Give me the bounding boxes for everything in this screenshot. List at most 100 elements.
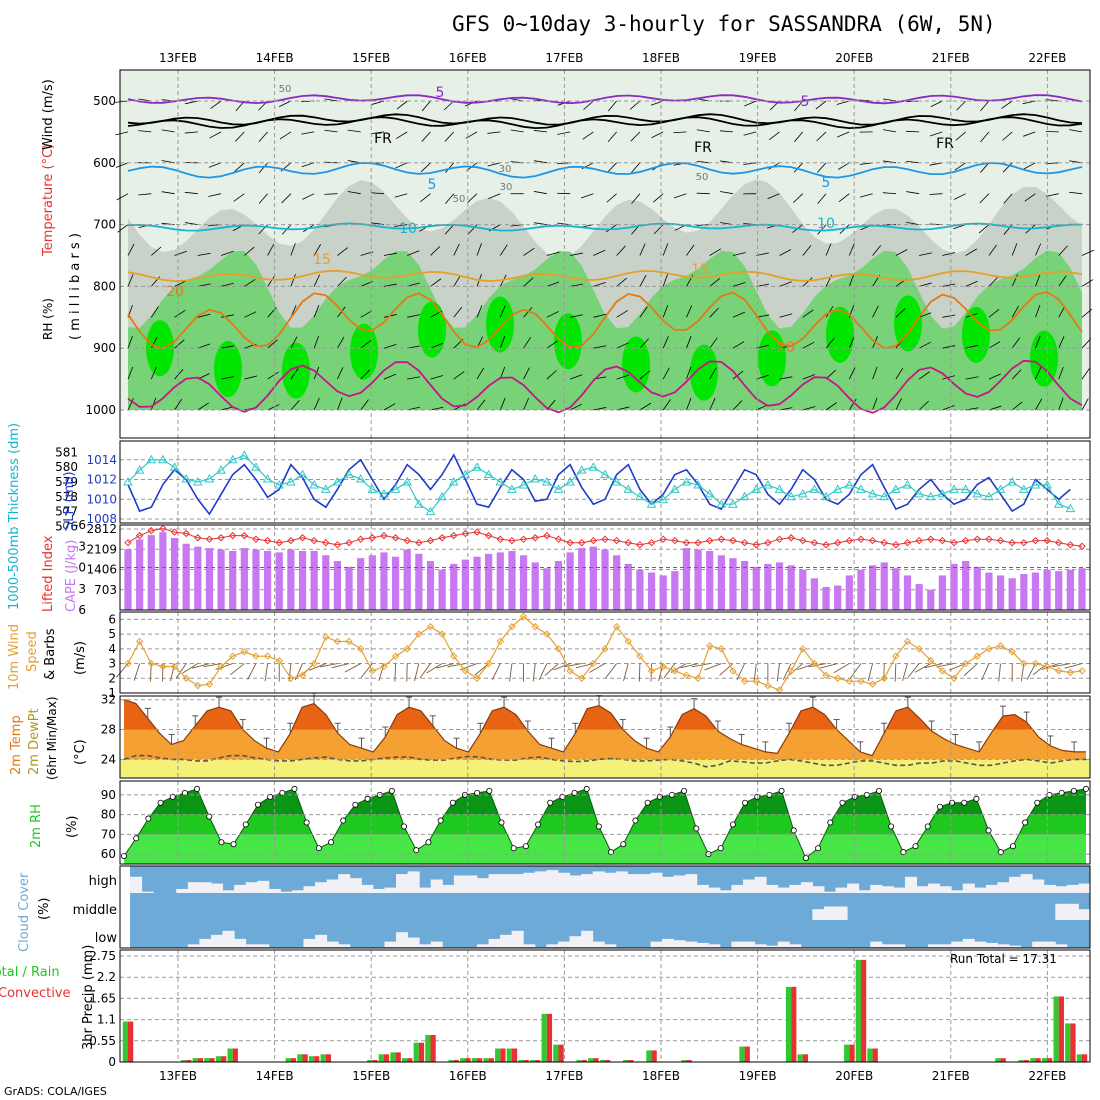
cape-bar (334, 561, 341, 610)
cloud-low-cell (315, 935, 327, 947)
date-label-top: 14FEB (256, 51, 294, 65)
cloud-low-cell (327, 942, 339, 947)
precip-convective-bar (652, 1050, 657, 1062)
rh-marker (925, 824, 930, 829)
cloud-low-cell (1055, 944, 1067, 947)
temp-ylabel-2: 2m DewPt (27, 708, 42, 775)
wind-ylabel-1: 10m Wind (7, 624, 22, 690)
date-label-bottom: 13FEB (159, 1069, 197, 1083)
wind-ylabel-3: & Barbs (43, 628, 58, 680)
footer: GrADS: COLA/IGES (4, 1085, 107, 1098)
cloud-high-cell (697, 885, 709, 893)
wind-barb (510, 664, 512, 682)
precip-panel: 2.752.21.651.10.550 (89, 949, 1090, 1069)
precip-total-bar (588, 1058, 593, 1062)
cloud-high-cell (604, 873, 616, 893)
cloud-middle-cell (824, 907, 836, 921)
cloud-high-cell (223, 890, 235, 893)
wind-ylabel: Wind (m/s) (41, 79, 56, 150)
contour-label: 15 (691, 262, 709, 278)
wind-barb (248, 664, 256, 680)
rh-marker (365, 796, 370, 801)
precip-total-bar (309, 1056, 314, 1062)
cloud-high-cell (257, 881, 269, 893)
cloud-high-cell (512, 874, 524, 893)
wind-speed-line (128, 616, 1082, 690)
lifted-index-marker (125, 540, 131, 546)
rh-marker (840, 800, 845, 805)
cloud-high-cell (870, 885, 882, 893)
cloud-low-cell (593, 942, 605, 947)
cloud-high-cell (893, 888, 905, 893)
precip-total-bar (414, 1043, 419, 1062)
precip-total-bar (646, 1050, 651, 1062)
cloud-high-cell (1067, 885, 1079, 893)
cloud-high-cell (280, 892, 292, 893)
lifted-index-tick: 3 (78, 582, 86, 596)
precip-total-bar (553, 1045, 558, 1062)
contour-label: FR (694, 140, 712, 156)
cloud-low-cell (199, 939, 211, 947)
cloud-high-cell (882, 886, 894, 893)
cape-bar (1055, 571, 1062, 610)
cape-bar (229, 551, 236, 610)
wind-barb (116, 664, 128, 678)
cape-bar (788, 565, 795, 610)
date-label-top: 15FEB (352, 51, 390, 65)
thickness-line (128, 455, 1070, 511)
wind-barb (999, 664, 1001, 682)
cloud-high-cell (639, 874, 651, 893)
pressure-tick: 1000 (85, 403, 116, 417)
cloud-level-label: low (95, 931, 118, 946)
lifted-index-cape-panel: -6-3036281221091406703 (74, 518, 1090, 617)
cloud-low-cell (662, 939, 674, 947)
precip-tick: 1.1 (97, 1013, 116, 1027)
contour-label: 5 (428, 177, 437, 193)
cloud-high-cell (708, 888, 720, 893)
cloud-low-cell (234, 939, 246, 947)
cloud-high-cell (350, 878, 362, 893)
cape-tick: 2812 (86, 522, 117, 536)
cloud-low-cell (558, 942, 570, 947)
rh-marker (633, 818, 638, 823)
cloud-high-cell (743, 880, 755, 894)
precip-total-bar (460, 1058, 465, 1062)
cloud-high-cell (234, 885, 246, 893)
rh-marker (694, 826, 699, 831)
wind-barb (545, 664, 558, 676)
precip-tick: 2.2 (97, 970, 116, 984)
rh-marker (158, 800, 163, 805)
cape-ylabel: CAPE (J/kg) (64, 540, 79, 612)
rh-marker (438, 818, 443, 823)
rh2-ylabel: 2m RH (29, 804, 44, 848)
cloud-low-cell (303, 939, 315, 947)
wind-barb (964, 664, 977, 676)
slp-thickness-panel: 1014101210101008581580579578577576 (55, 441, 1090, 533)
temp-ylabel-1: 2m Temp (9, 715, 24, 775)
cape-bar (439, 570, 446, 610)
cape-bar (450, 564, 457, 610)
cape-bar (927, 590, 934, 610)
cloud-level-label: middle (73, 903, 117, 918)
cape-bar (183, 544, 190, 610)
cloud-low-cell (708, 944, 720, 947)
rh2-ylabel-unit: (%) (65, 816, 80, 839)
cape-bar (380, 552, 387, 610)
wind-barb (361, 664, 372, 678)
wind-barb (606, 664, 617, 678)
cloud-high-cell (627, 874, 639, 893)
wind-tick: 2 (108, 671, 116, 685)
cloud-high-cell (905, 877, 917, 893)
cloud-low-cell (893, 944, 905, 947)
cloud-low-cell (882, 944, 894, 947)
cloud-low-cell (1009, 946, 1021, 947)
cape-tick: 1406 (86, 563, 117, 577)
cape-bar (648, 573, 655, 610)
cloud-high-cell (176, 889, 188, 893)
cape-bar (392, 557, 399, 610)
cape-tick: 703 (94, 583, 117, 597)
cloud-high-cell (789, 885, 801, 893)
cape-bar (1043, 570, 1050, 610)
cloud-low-cell (570, 936, 582, 947)
precip-convective-bar (1047, 1058, 1052, 1062)
